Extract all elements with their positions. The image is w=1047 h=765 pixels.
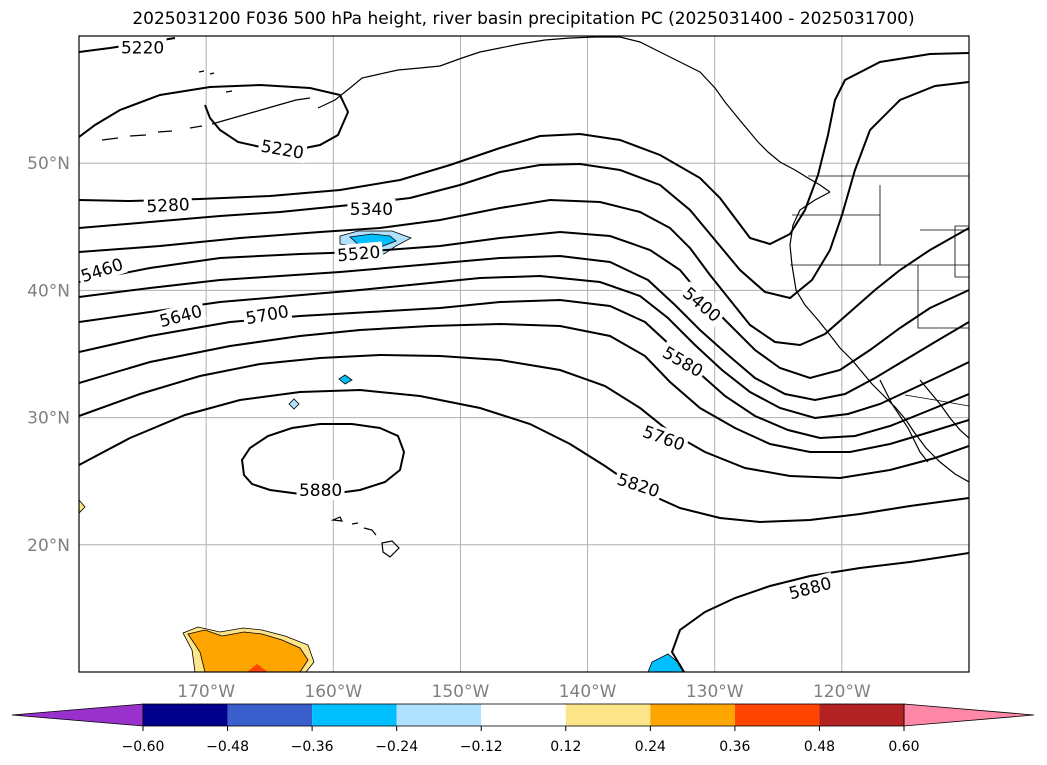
hawaii-islands xyxy=(330,516,400,558)
precip-negative-south xyxy=(647,653,685,672)
contour-label-bg xyxy=(79,253,128,287)
contour-label-group: 5880 xyxy=(296,480,345,501)
contour-5280 xyxy=(79,52,969,246)
colorbar-segment xyxy=(819,704,904,726)
contour-label-group: 5340 xyxy=(347,198,396,220)
contour-label-bg xyxy=(784,572,836,604)
contour-label-bg xyxy=(241,300,293,329)
political-borders xyxy=(790,175,969,407)
colorbar-segment xyxy=(227,704,313,726)
contour-label-bg xyxy=(118,37,167,58)
contour-5520 xyxy=(79,254,969,402)
small-islands xyxy=(198,70,233,93)
contour-label-bg xyxy=(296,480,345,501)
contour-5580 xyxy=(79,274,969,420)
contour-label-bg xyxy=(347,198,396,219)
contour-label-bg xyxy=(333,241,384,266)
contour-label-bg xyxy=(154,299,207,332)
colorbar-segment xyxy=(565,704,651,726)
contour-label: 5340 xyxy=(350,200,393,220)
latitude-label: 40°N xyxy=(27,281,70,301)
latitude-labels: 50°N 40°N 30°N 20°N xyxy=(27,154,70,556)
height-contours xyxy=(79,37,969,672)
contour-5400 xyxy=(79,198,969,347)
contour-label-bg xyxy=(637,420,690,456)
contour-label: 5280 xyxy=(146,195,190,217)
colorbar-tick-label: 0.48 xyxy=(804,739,835,755)
longitude-labels: 170°W 160°W 150°W 140°W 130°W 120°W xyxy=(177,682,871,702)
north-america-coast xyxy=(789,191,969,483)
colorbar-tick-label: 0.60 xyxy=(888,739,919,755)
state-borders xyxy=(790,185,969,329)
colorbar-frame xyxy=(142,703,905,727)
longitude-label: 170°W xyxy=(177,682,235,702)
contour-label-group: 5520 xyxy=(333,241,384,267)
colorbar-tick-label: −0.36 xyxy=(291,739,334,755)
longitude-label: 150°W xyxy=(432,682,490,702)
latitude-label: 30°N xyxy=(27,409,70,429)
contour-5220-low xyxy=(79,83,350,152)
map-panel xyxy=(79,36,969,672)
contour-label-group: 5220 xyxy=(118,37,167,58)
contour-5760 xyxy=(79,353,969,480)
colorbar-segment xyxy=(312,704,397,726)
precip-positive-core xyxy=(187,629,309,672)
baja-coast xyxy=(879,379,969,463)
mexico-border xyxy=(904,394,969,407)
contour-5640 xyxy=(79,298,969,440)
latitude-label: 20°N xyxy=(27,536,70,556)
contour-label-group: 5280 xyxy=(143,193,193,217)
precip-strong-positive xyxy=(247,664,268,672)
colorbar-segment xyxy=(143,704,228,726)
colorbar: −0.60 −0.48 −0.36 −0.24 −0.12 0.12 0.24 0.36 0.4… xyxy=(11,703,1035,755)
colorbar-tick-label: −0.12 xyxy=(460,739,503,755)
contour-label-bg xyxy=(677,281,727,328)
longitude-label: 120°W xyxy=(813,682,871,702)
contour-label-bg xyxy=(657,340,709,383)
alaska-coast xyxy=(317,36,831,193)
colorbar-segment xyxy=(396,704,482,726)
latitude-label: 50°N xyxy=(27,154,70,174)
contour-label-bg xyxy=(143,193,193,217)
contour-label-bg xyxy=(257,135,308,164)
longitude-label: 140°W xyxy=(559,682,617,702)
contour-5460 xyxy=(79,230,969,380)
contour-5700 xyxy=(79,322,969,453)
contour-5820 xyxy=(79,388,969,524)
contour-label: 5880 xyxy=(299,481,342,501)
map-frame xyxy=(78,35,970,673)
precip-positive-edge xyxy=(79,499,86,514)
colorbar-segment xyxy=(481,704,566,726)
map-title: 2025031200 F036 500 hPa height, river ba… xyxy=(132,9,915,29)
precip-small-negative-1 xyxy=(338,374,353,385)
colorbar-segment xyxy=(650,704,735,726)
colorbar-extend-max xyxy=(903,703,1035,727)
precip-small-negative-2 xyxy=(288,398,300,410)
contour-5880-closed xyxy=(240,423,406,495)
colorbar-tick-label: −0.48 xyxy=(206,739,249,755)
colorbar-tick-label: 0.12 xyxy=(550,739,581,755)
contour-label-bg xyxy=(612,468,665,502)
contour-5880-south xyxy=(670,552,969,672)
aleutian-islands xyxy=(101,97,311,141)
colorbar-tick-label: −0.60 xyxy=(122,739,165,755)
colorbar-tick-label: 0.36 xyxy=(719,739,750,755)
colorbar-tick-label: 0.24 xyxy=(635,739,666,755)
contour-label: 5220 xyxy=(121,38,164,58)
longitude-label: 130°W xyxy=(686,682,744,702)
colorbar-tick-label: −0.24 xyxy=(375,739,418,755)
contour-label: 5520 xyxy=(336,243,381,267)
coastlines xyxy=(101,36,969,558)
longitude-label: 160°W xyxy=(304,682,362,702)
colorbar-extend-min xyxy=(11,703,144,727)
colorbar-segment xyxy=(734,704,820,726)
